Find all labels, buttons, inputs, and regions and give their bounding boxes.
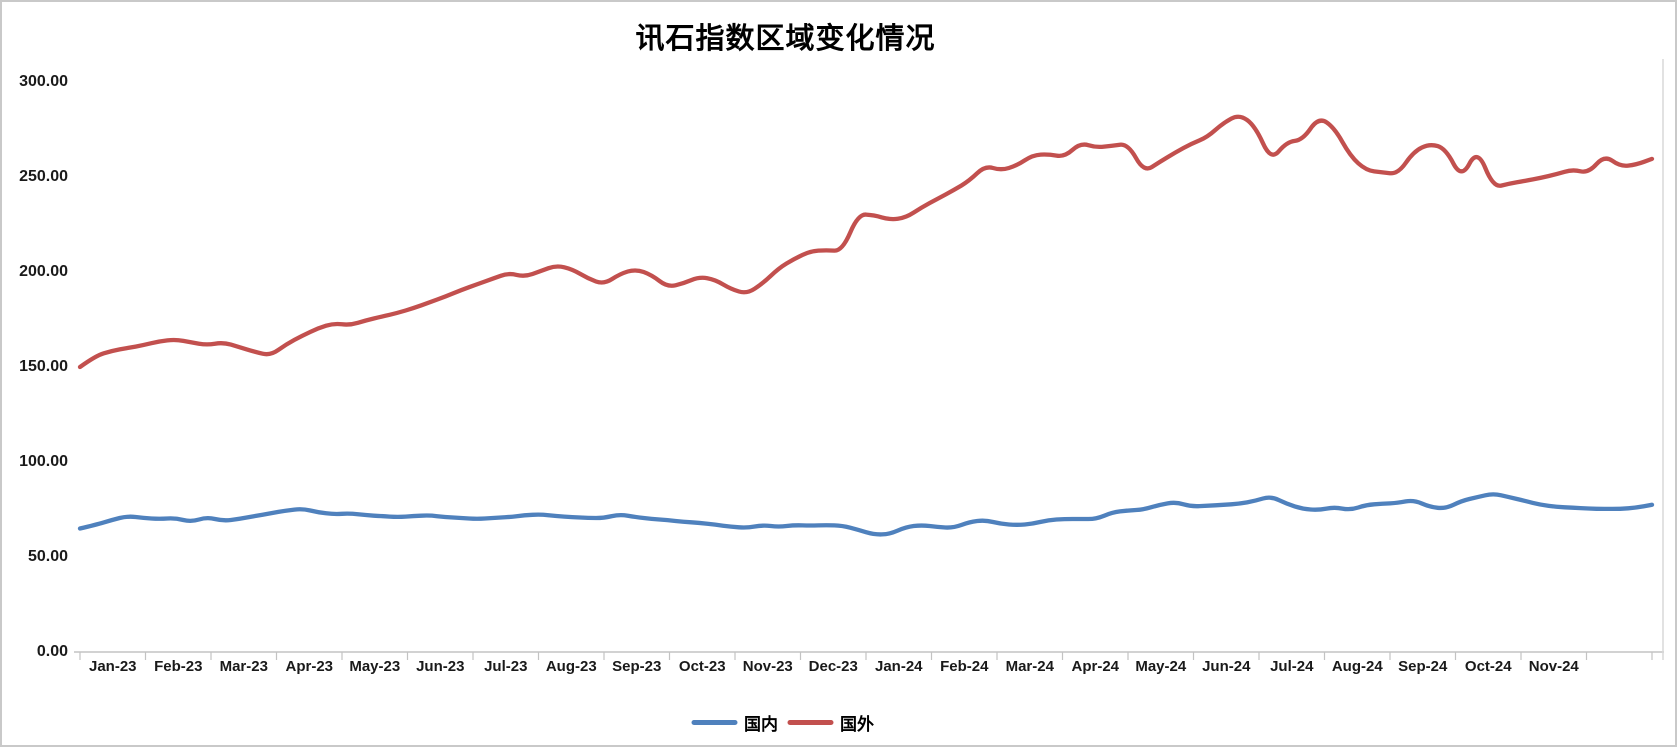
legend-line-swatch [787,720,833,725]
y-axis-label: 250.00 [19,168,68,185]
chart-title: 讯石指数区域变化情况 [635,21,936,55]
x-axis-label: Mar-23 [219,658,268,675]
legend-label: 国外 [840,715,874,735]
legend-item-foreign: 国外 [787,710,874,735]
x-axis-label: May-24 [1135,658,1187,675]
x-axis-label: Feb-24 [940,658,989,675]
x-axis-label: Apr-23 [285,658,334,675]
x-axis-label: Sep-23 [612,658,662,675]
y-axis-label: 0.00 [36,643,68,660]
x-axis-label: Oct-23 [678,658,726,675]
x-axis-label: Jul-23 [484,658,528,675]
x-axis-label: Jul-24 [1270,658,1314,675]
y-axis-label: 100.00 [19,453,68,470]
y-axis-label: 150.00 [19,358,68,375]
x-axis-label: Jun-24 [1202,658,1251,675]
y-axis-label: 300.00 [19,73,68,90]
x-axis-label: Oct-24 [1464,658,1512,675]
x-axis-label: Apr-24 [1071,658,1120,675]
y-axis-label: 50.00 [27,548,68,565]
y-axis-label: 200.00 [19,263,68,280]
legend-line-swatch [691,720,737,725]
series-line-domestic [77,492,1655,537]
x-axis-label: Sep-24 [1398,658,1448,675]
x-axis-label: Jan-24 [874,658,923,675]
x-axis-label: May-23 [349,658,401,675]
x-axis-label: Jun-23 [416,658,465,675]
x-axis-label: Jan-23 [88,658,137,675]
x-axis-label: Mar-24 [1005,658,1054,675]
x-axis-label: Nov-24 [1528,658,1579,675]
x-axis-label: Aug-24 [1331,658,1383,675]
legend-item-domestic: 国内 [691,710,778,735]
legend-label: 国内 [744,715,778,735]
x-axis-label: Nov-23 [742,658,793,675]
x-axis-label: Feb-23 [154,658,203,675]
series-line-foreign [77,114,1655,370]
legend: 国内 国外 [691,710,874,735]
x-axis-label: Dec-23 [808,658,858,675]
x-axis-label: Aug-23 [545,658,597,675]
